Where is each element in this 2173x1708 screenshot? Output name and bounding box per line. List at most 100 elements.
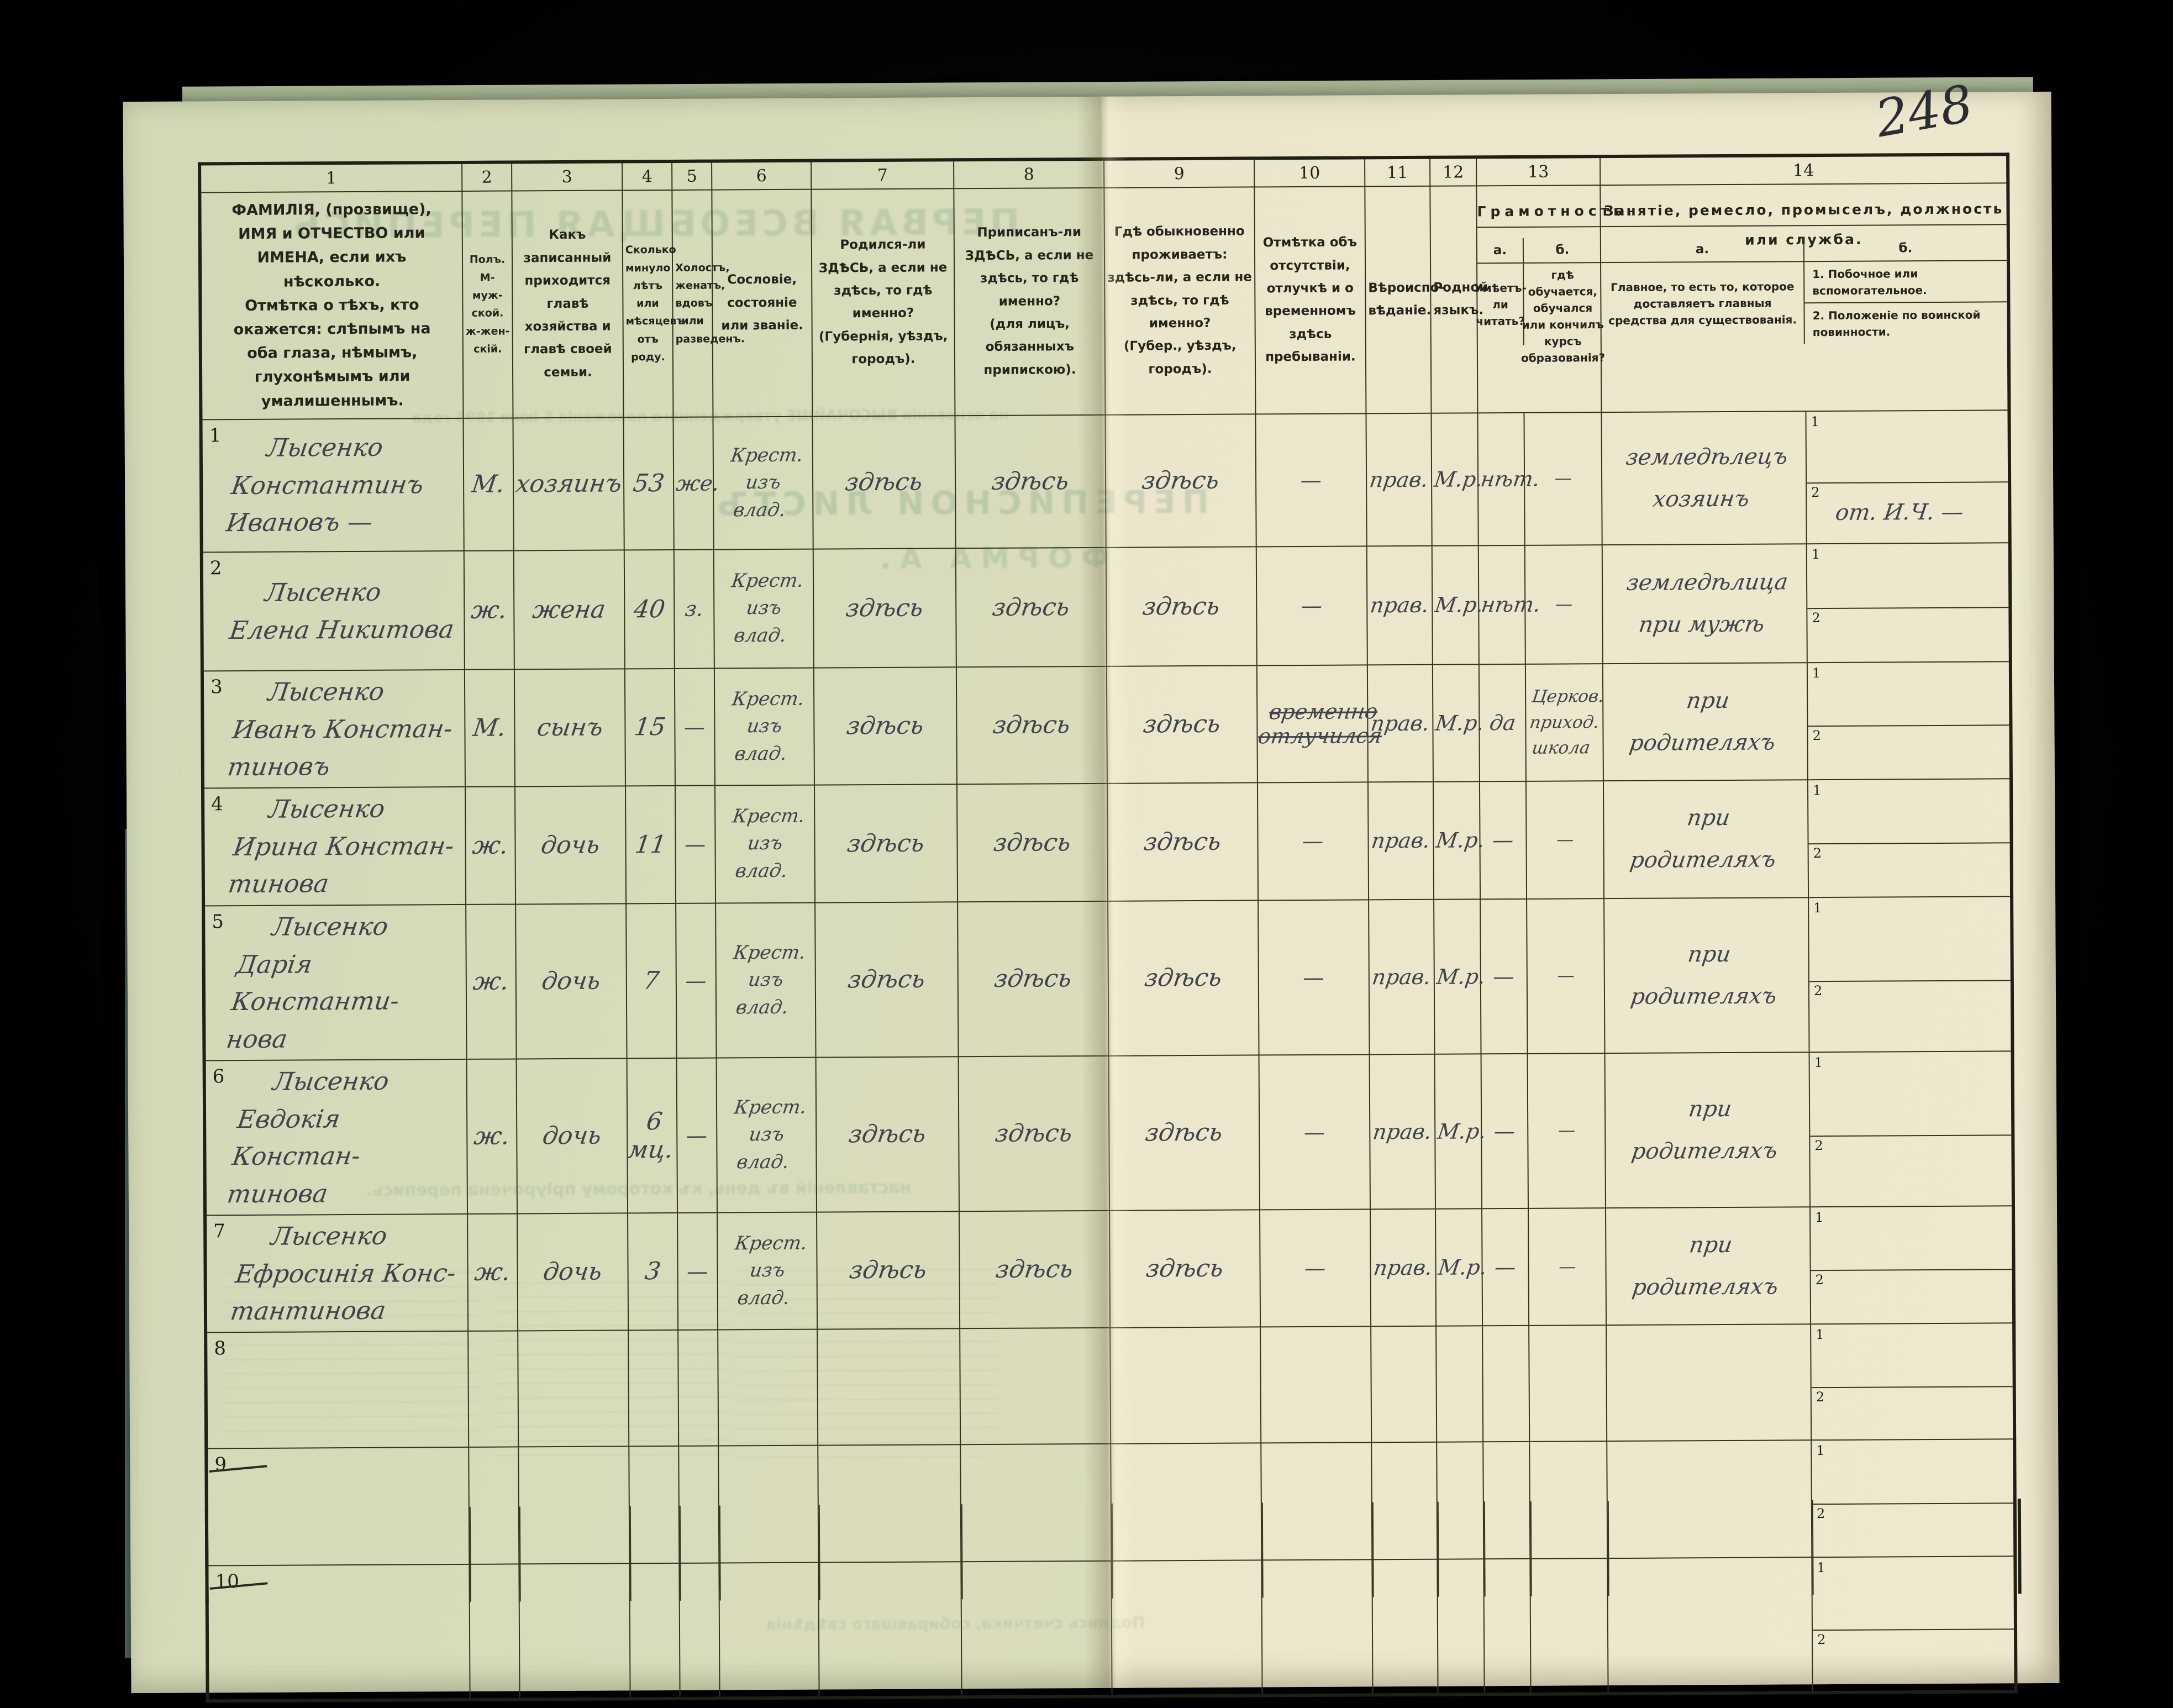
occupation-entry: земледѣлецъ хозяинъ (1624, 444, 1790, 512)
header-relation: Какъ записанный приходится главѣ хозяйст… (512, 190, 624, 418)
literacy-entry: — (1492, 1118, 1517, 1143)
sub-label-2: 2 (1817, 1632, 1826, 1648)
cell-education: — (1525, 781, 1604, 899)
absence-entry: — (1299, 593, 1324, 618)
sub-label-1: 1 (1816, 1327, 1824, 1343)
cell-marital: — (675, 785, 716, 903)
literacy-education-question: гдѣ обучается, обучался или кончилъ курс… (1520, 268, 1606, 365)
language-entry: М.р. (1434, 828, 1486, 853)
name-entry: Лысенко Иванъ Констан- тиновъ (225, 676, 455, 781)
cell-name: 7 Лысенко Ефросинія Конс- тантинова (205, 1213, 469, 1333)
occupation-military-label: 2. Положеніе по воинской повинности. (1812, 308, 1981, 339)
cell-estate: Крест. изъ влад. (717, 1212, 818, 1330)
cell-age: 7 (626, 903, 677, 1059)
residence-entry: здѣсь (1143, 963, 1224, 992)
birthplace-entry: здѣсь (845, 829, 927, 858)
col-number: 12 (1430, 157, 1477, 186)
cell-literacy: да (1479, 664, 1526, 782)
education-entry: Церков. приход. школа (1528, 686, 1606, 759)
cell-relation: дочь (514, 786, 627, 905)
sub-label-2: 2 (1813, 982, 1823, 998)
cell-age: 3 (628, 1212, 678, 1331)
cell-estate: Крест. изъ влад. (713, 416, 813, 550)
faith-entry: прав. (1371, 1119, 1434, 1144)
estate-entry: Крест. изъ влад. (730, 687, 806, 765)
col-number: 6 (712, 160, 812, 190)
cell-birthplace: здѣсь (813, 666, 957, 785)
cell-occupation: земледѣлецъ хозяинъ (1601, 411, 1807, 545)
registration-entry: здѣсь (994, 1255, 1075, 1284)
name-entry: Лысенко Евдокія Констан- тинова (225, 1066, 391, 1208)
cell-relation: дочь (515, 903, 627, 1059)
cell-faith: прав. (1369, 1054, 1436, 1210)
relation-entry: дочь (540, 1121, 603, 1150)
col-number: 14 (1600, 154, 2008, 186)
cell-education: — (1528, 1207, 1607, 1326)
faith-entry: прав. (1371, 964, 1433, 990)
sub-label-2: 2 (1812, 609, 1821, 626)
cell-absence (1260, 1326, 1372, 1443)
faith-entry: прав. (1370, 828, 1432, 853)
cell-language: М.р. (1432, 545, 1485, 665)
cell-name: 4 Лысенко Ирина Констан- тинова (202, 787, 466, 906)
cell-literacy: — (1482, 1208, 1529, 1326)
cell-education: — (1524, 412, 1602, 545)
sub-label-2: 2 (1811, 485, 1820, 501)
sub-label-1: 1 (1813, 900, 1822, 916)
cell-estate: Крест. изъ влад. (713, 549, 814, 669)
sex-entry: ж. (472, 1122, 512, 1151)
header-occupation-group: Занятіе, ремесло, промыселъ, должность и… (1600, 183, 2009, 412)
birthplace-entry: здѣсь (846, 965, 927, 994)
estate-entry: Крест. изъ влад. (733, 1096, 808, 1173)
cell-birthplace: здѣсь (813, 548, 956, 668)
occupation-sub-b: б. 1. Побочное или вспомогательное. 2. П… (1804, 235, 2007, 344)
cell-birthplace: здѣсь (814, 784, 958, 903)
cell-language: М.р. (1434, 1053, 1488, 1209)
residence-entry: здѣсь (1141, 592, 1222, 621)
cell-faith: прав. (1370, 1208, 1437, 1327)
sub-label-2: 2 (1816, 1389, 1825, 1405)
sex-entry: ж. (473, 1258, 513, 1287)
cell-absence: — (1255, 413, 1367, 547)
cell-side-occupation: 1 2 от. И.Ч. — (1806, 409, 2010, 544)
cell-occupation: при родителяхъ (1606, 1206, 1811, 1326)
literacy-group-title: Грамотность. (1477, 196, 1636, 228)
census-sheet: ПЕРВАЯ ВСЕОБЩАЯ ПЕРЕПИСЬ на основаніи ВЫ… (123, 91, 2060, 1703)
education-entry: — (1557, 1257, 1577, 1277)
cell-name: 5 Лысенко Дарія Константи- нова (203, 904, 467, 1061)
cell-marital: — (676, 903, 717, 1058)
residence-entry: здѣсь (1144, 1118, 1225, 1147)
age-entry: 53 (631, 469, 666, 498)
literacy-entry: — (1491, 828, 1516, 853)
sub-label-2: 2 (1814, 1137, 1823, 1153)
header-faith: Вѣроиспо- вѣданіе. (1365, 186, 1444, 414)
cell-language: М.р. (1431, 413, 1484, 546)
language-entry: М.р. (1434, 711, 1486, 735)
relation-entry: дочь (541, 1258, 604, 1286)
cell-absence: — (1260, 1209, 1371, 1327)
cell-sex: М. (463, 418, 514, 551)
residence-entry: здѣсь (1141, 710, 1223, 739)
occupation-sub-a: а. Главное, то есть то, которое доставля… (1601, 237, 1805, 345)
cell-absence: — (1257, 782, 1369, 901)
occupation-group-title: Занятіе, ремесло, промыселъ, должность и… (1601, 194, 2007, 248)
cell-absence: — (1258, 900, 1370, 1055)
cell-marital: — (674, 668, 715, 786)
cell-sex: ж. (465, 786, 516, 905)
age-entry: 6 мц. (626, 1107, 675, 1164)
cell-education: Церков. приход. школа (1525, 663, 1606, 782)
relation-entry: хозяинъ (514, 469, 624, 498)
cell-education (1529, 1325, 1607, 1442)
cell-name: 3 Лысенко Иванъ Констан- тиновъ (202, 669, 465, 789)
age-entry: 7 (641, 966, 661, 995)
age-entry: 11 (633, 830, 668, 859)
cell-literacy (1482, 1326, 1530, 1442)
cell-literacy: — (1480, 898, 1528, 1054)
occupation-entry: земледѣлица при мужѣ (1625, 569, 1790, 638)
occupation-entry: при родителяхъ (1628, 805, 1778, 874)
col-number: 11 (1365, 157, 1430, 187)
